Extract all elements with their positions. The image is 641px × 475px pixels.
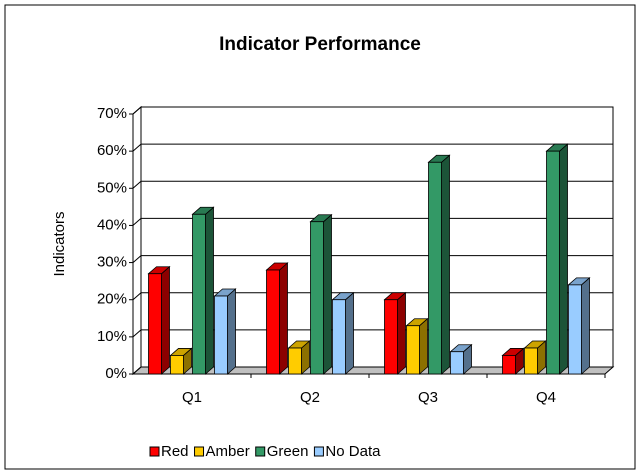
chart-title: Indicator Performance <box>219 34 421 55</box>
y-tick-label: 20% <box>97 291 127 308</box>
bar-front <box>192 213 206 375</box>
y-tick-label: 50% <box>97 179 127 196</box>
bar <box>449 343 473 375</box>
bar-side <box>441 154 450 375</box>
bar-side <box>279 262 288 375</box>
y-tick-label: 30% <box>97 254 127 271</box>
bar-side <box>345 291 354 375</box>
bar-side <box>419 317 428 375</box>
bar-front <box>384 299 398 375</box>
bar <box>309 213 333 375</box>
grid-line <box>132 217 613 226</box>
bar-front <box>406 325 420 375</box>
bar <box>287 340 311 375</box>
y-axis-label: Indicators <box>51 211 68 276</box>
bar-front <box>502 355 516 375</box>
x-tick-label: Q4 <box>536 389 556 406</box>
bar <box>191 206 215 375</box>
bar <box>169 347 193 375</box>
bar-front <box>148 273 162 375</box>
x-tick-label: Q3 <box>418 389 438 406</box>
bar-front <box>266 269 280 375</box>
bar-side <box>227 288 236 375</box>
grid-line <box>132 180 613 189</box>
grid-line <box>132 329 613 338</box>
bar <box>383 291 407 375</box>
legend-swatch <box>149 446 160 457</box>
bar-side <box>205 206 214 375</box>
bar <box>427 154 451 375</box>
legend-swatch <box>194 446 205 457</box>
grid-line <box>132 255 613 263</box>
legend-label: Green <box>267 443 309 460</box>
legend-label: No Data <box>325 443 381 460</box>
bar-side <box>559 143 568 375</box>
bar-front <box>428 161 442 375</box>
bar-front <box>310 221 324 375</box>
bar <box>567 276 591 375</box>
legend-swatch <box>255 446 266 457</box>
bar <box>147 265 171 375</box>
bar-side <box>397 291 406 375</box>
bar <box>501 347 525 375</box>
bar <box>213 288 237 375</box>
bar <box>331 291 355 375</box>
y-tick-label: 10% <box>97 328 127 345</box>
bar-side <box>323 213 332 375</box>
bar <box>523 340 547 375</box>
bar-front <box>288 347 302 375</box>
grid-line <box>132 106 613 115</box>
grid-line <box>132 143 613 152</box>
legend-label: Red <box>161 443 189 460</box>
x-tick-label: Q1 <box>182 389 202 406</box>
bar-front <box>170 355 184 375</box>
bar-front <box>524 347 538 375</box>
bar-side <box>581 276 590 375</box>
bar-front <box>568 284 582 375</box>
bar-front <box>546 150 560 375</box>
bar-side <box>161 265 170 375</box>
legend-label: Amber <box>206 443 250 460</box>
x-tick-label: Q2 <box>300 389 320 406</box>
y-tick-label: 0% <box>105 365 127 382</box>
y-tick-label: 60% <box>97 142 127 159</box>
grid-line <box>132 292 613 301</box>
bar <box>405 317 429 375</box>
bar <box>265 262 289 375</box>
y-tick-label: 40% <box>97 216 127 233</box>
bar <box>545 143 569 375</box>
legend-swatch <box>313 446 324 457</box>
bar-front <box>214 295 228 375</box>
bar-front <box>450 351 464 375</box>
bar-front <box>332 299 346 375</box>
y-tick-label: 70% <box>97 105 127 122</box>
